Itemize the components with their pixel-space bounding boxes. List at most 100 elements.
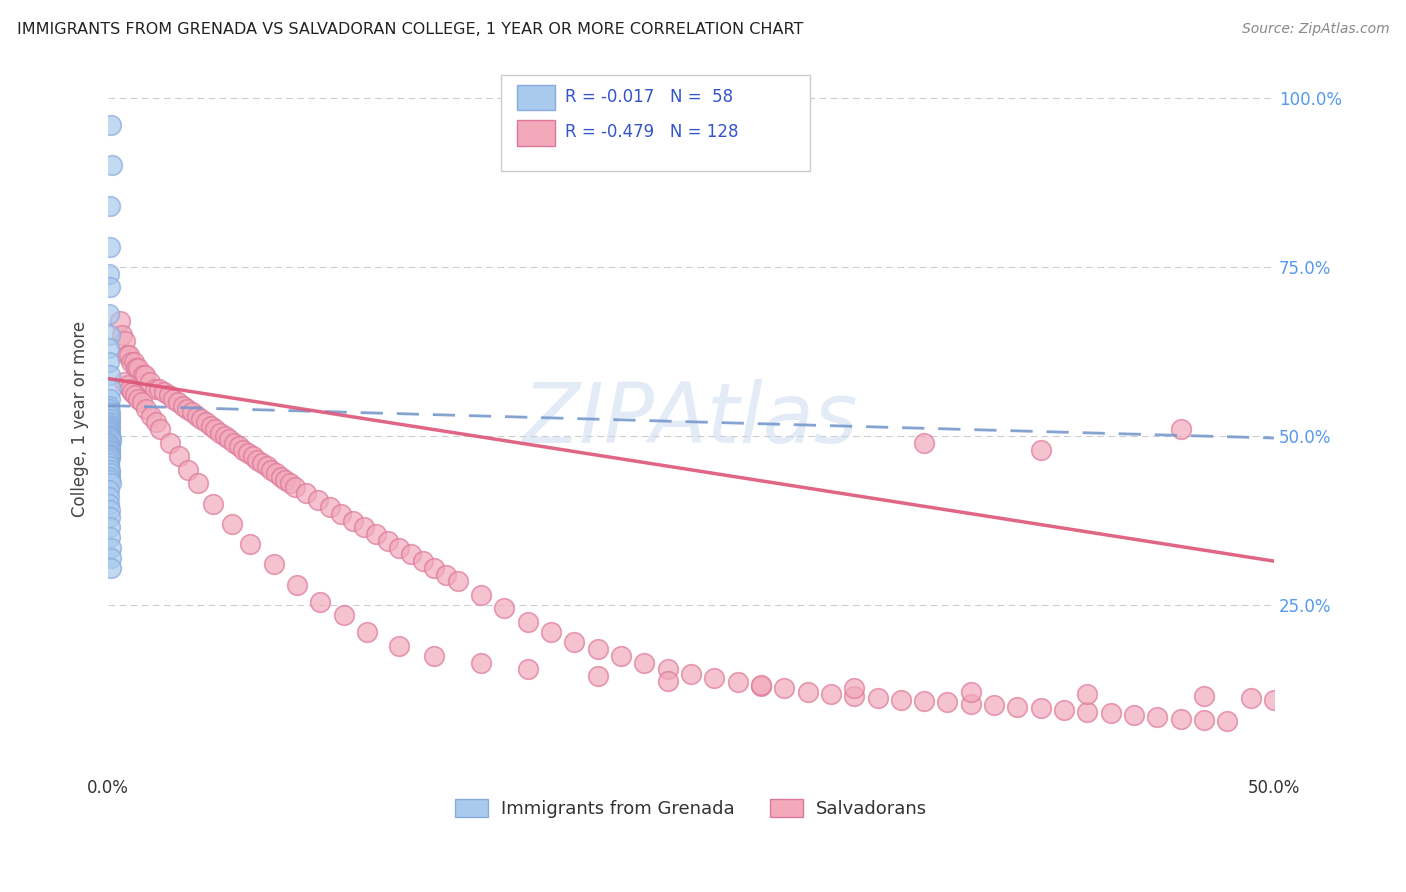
Point: [98, 416, 121, 430]
Point: [278, 476, 301, 491]
Point: [447, 574, 470, 589]
Point: [97, 341, 120, 355]
Point: [1029, 442, 1052, 457]
Point: [796, 684, 818, 698]
Point: [256, 459, 278, 474]
Point: [200, 418, 222, 433]
Point: [1076, 705, 1098, 719]
Point: [98, 441, 121, 455]
Point: [98, 456, 121, 470]
Point: [117, 378, 139, 392]
Point: [127, 392, 149, 406]
Point: [342, 514, 364, 528]
Point: [1170, 422, 1192, 436]
Point: [149, 422, 172, 436]
Point: [844, 681, 866, 695]
Point: [318, 500, 340, 514]
Text: Source: ZipAtlas.com: Source: ZipAtlas.com: [1241, 22, 1389, 37]
Point: [959, 697, 981, 711]
Point: [98, 503, 121, 517]
Point: [232, 442, 254, 457]
Point: [516, 662, 538, 676]
Text: R = -0.479   N = 128: R = -0.479 N = 128: [565, 123, 738, 141]
Point: [120, 354, 142, 368]
Point: [377, 533, 399, 548]
Point: [295, 486, 318, 500]
Point: [186, 409, 208, 423]
Point: [131, 395, 153, 409]
Point: [157, 388, 180, 402]
Point: [239, 537, 262, 551]
Point: [194, 416, 217, 430]
Point: [139, 375, 162, 389]
Point: [98, 448, 121, 462]
Point: [1192, 713, 1215, 727]
Point: [98, 490, 121, 504]
Point: [124, 388, 146, 402]
Point: [100, 561, 122, 575]
Point: [98, 450, 121, 465]
Point: [98, 427, 121, 442]
Point: [423, 648, 446, 663]
Point: [936, 695, 959, 709]
Point: [264, 466, 287, 480]
Point: [1170, 712, 1192, 726]
Point: [98, 442, 121, 457]
Text: R = -0.017   N =  58: R = -0.017 N = 58: [565, 87, 733, 106]
Point: [100, 382, 122, 396]
Point: [307, 493, 329, 508]
Point: [1076, 687, 1098, 701]
Point: [399, 547, 422, 561]
Point: [1239, 691, 1261, 706]
Point: [494, 601, 516, 615]
Point: [388, 541, 411, 555]
Point: [540, 625, 562, 640]
Point: [1007, 699, 1029, 714]
Point: [1146, 709, 1168, 723]
Point: [98, 510, 121, 524]
Point: [412, 554, 434, 568]
Point: [866, 691, 889, 706]
FancyBboxPatch shape: [517, 120, 554, 145]
Point: [1192, 690, 1215, 704]
Point: [98, 463, 121, 477]
Point: [98, 401, 121, 416]
Point: [127, 361, 149, 376]
Y-axis label: College, 1 year or more: College, 1 year or more: [72, 321, 89, 517]
Point: [242, 450, 264, 464]
Point: [214, 429, 236, 443]
FancyBboxPatch shape: [517, 85, 554, 111]
Point: [145, 416, 167, 430]
Point: [1099, 706, 1122, 721]
Point: [332, 608, 354, 623]
Point: [633, 656, 655, 670]
Point: [98, 425, 121, 440]
Point: [470, 656, 492, 670]
Point: [148, 382, 170, 396]
Point: [98, 412, 121, 426]
Point: [98, 430, 121, 444]
Point: [98, 435, 121, 450]
Point: [98, 466, 121, 480]
Point: [679, 667, 702, 681]
Text: IMMIGRANTS FROM GRENADA VS SALVADORAN COLLEGE, 1 YEAR OR MORE CORRELATION CHART: IMMIGRANTS FROM GRENADA VS SALVADORAN CO…: [17, 22, 803, 37]
Point: [120, 382, 142, 396]
Point: [98, 199, 121, 213]
Point: [176, 401, 198, 416]
Point: [98, 418, 121, 433]
Point: [470, 588, 492, 602]
Point: [270, 469, 292, 483]
Point: [844, 690, 866, 704]
Point: [143, 382, 166, 396]
Point: [181, 405, 204, 419]
Point: [773, 681, 796, 695]
Point: [98, 497, 121, 511]
Point: [100, 476, 122, 491]
Point: [749, 678, 772, 692]
Point: [98, 443, 121, 458]
Point: [657, 673, 679, 688]
Point: [98, 459, 121, 474]
Point: [98, 240, 121, 254]
Point: [139, 409, 162, 423]
Point: [1029, 701, 1052, 715]
